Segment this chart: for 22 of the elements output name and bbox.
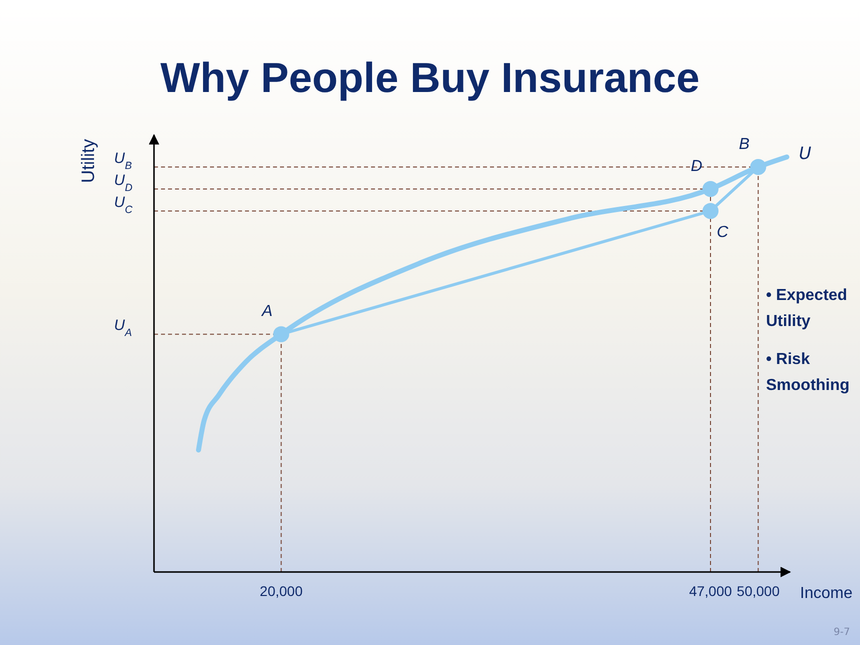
annotation: A bbox=[260, 303, 273, 320]
ref-line-label: U$_{A}$ bbox=[114, 317, 132, 340]
ref-line-label: U$_{D}$ bbox=[114, 172, 133, 194]
point bbox=[702, 180, 718, 197]
point bbox=[273, 326, 290, 342]
annotation: B bbox=[738, 136, 750, 153]
annotation: • Expected Utility bbox=[766, 287, 848, 330]
annotation: • Risk Smoothing bbox=[766, 351, 850, 394]
point bbox=[702, 202, 718, 219]
x-axis-title: Income bbox=[800, 585, 853, 602]
y-axis-title: Utility bbox=[78, 139, 98, 183]
ref-line-label: U$_{B}$ bbox=[114, 150, 132, 172]
x-tick-label: 20,000 bbox=[260, 583, 303, 599]
ref-line-label: U$_{C}$ bbox=[114, 194, 133, 216]
annotation: C bbox=[716, 224, 729, 241]
annotation: D bbox=[690, 158, 703, 175]
x-tick-label: 50,000 bbox=[736, 583, 780, 599]
chart-title: Why People Buy Insurance bbox=[160, 54, 700, 101]
series-label: U bbox=[798, 144, 812, 164]
point bbox=[750, 158, 766, 175]
text: 9-7 bbox=[834, 627, 850, 638]
x-tick-label: 47,000 bbox=[689, 583, 732, 599]
